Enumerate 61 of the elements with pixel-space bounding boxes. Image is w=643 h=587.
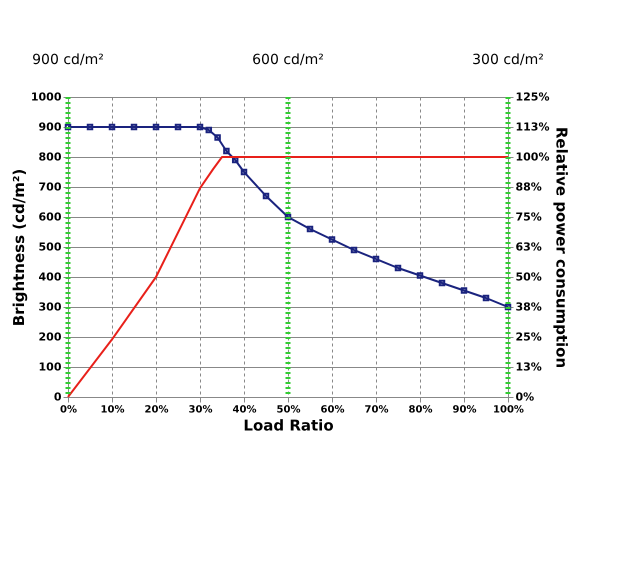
x-tick-label: 40% xyxy=(232,404,256,416)
y2-tick-label: 88% xyxy=(516,180,542,194)
point xyxy=(86,124,94,130)
y2-tick-label: 113% xyxy=(516,120,550,134)
point xyxy=(223,148,230,154)
point xyxy=(284,214,292,220)
point xyxy=(240,168,248,176)
y2-tick-label: 50% xyxy=(516,270,542,284)
x-tick-label: 80% xyxy=(408,404,432,416)
point xyxy=(174,124,182,130)
point xyxy=(306,226,314,232)
y-tick-label: 400 xyxy=(38,270,62,284)
y-tick-label: 0 xyxy=(54,390,62,404)
text: 900 cd/m² xyxy=(32,52,104,68)
point xyxy=(460,287,468,294)
y-axis-title: Brightness (cd/m²) xyxy=(10,168,28,326)
point xyxy=(130,124,138,130)
x-tick-label: 70% xyxy=(364,404,388,416)
point xyxy=(206,126,212,134)
point xyxy=(108,124,116,130)
x-tick-label: 10% xyxy=(100,404,124,416)
point xyxy=(372,256,380,262)
y-tick-label: 300 xyxy=(38,300,62,314)
x-tick-label: 60% xyxy=(320,404,344,416)
y-tick-label: 600 xyxy=(38,210,62,224)
text: 600 cd/m² xyxy=(252,52,324,68)
x-tick-label: 50% xyxy=(276,404,300,416)
x-axis-title: Load Ratio xyxy=(243,416,334,434)
x-tick-label: 0% xyxy=(60,404,77,416)
y-tick-label: 1000 xyxy=(30,90,62,104)
x-tick-label: 30% xyxy=(188,404,212,416)
y-tick-label: 100 xyxy=(38,360,62,374)
y2-tick-label: 13% xyxy=(516,360,542,374)
y2-tick-label: 0% xyxy=(516,390,534,404)
y-tick-label: 700 xyxy=(38,180,62,194)
point xyxy=(438,280,446,286)
point xyxy=(328,236,336,243)
y-tick-label: 800 xyxy=(38,150,62,164)
y2-tick-label: 125% xyxy=(516,90,550,104)
point xyxy=(416,272,424,279)
point xyxy=(394,264,402,272)
y-tick-label: 900 xyxy=(38,120,62,134)
x-tick-label: 100% xyxy=(493,404,524,416)
y2-axis-title: Relative power consumption xyxy=(552,126,570,368)
x-tick-label: 90% xyxy=(452,404,476,416)
point xyxy=(196,124,204,130)
y2-tick-label: 38% xyxy=(516,300,542,314)
y2-tick-label: 63% xyxy=(516,240,542,254)
point xyxy=(262,192,270,200)
text: 300 cd/m² xyxy=(472,52,544,68)
point xyxy=(350,246,358,254)
y-tick-label: 200 xyxy=(38,330,62,344)
y2-tick-label: 25% xyxy=(516,330,542,344)
y-tick-label: 500 xyxy=(38,240,62,254)
point xyxy=(214,134,221,141)
x-tick-label: 20% xyxy=(144,404,168,416)
point xyxy=(152,124,160,130)
point xyxy=(504,304,512,310)
y2-tick-label: 100% xyxy=(516,150,550,164)
point xyxy=(482,294,490,302)
y2-tick-label: 75% xyxy=(516,210,542,224)
